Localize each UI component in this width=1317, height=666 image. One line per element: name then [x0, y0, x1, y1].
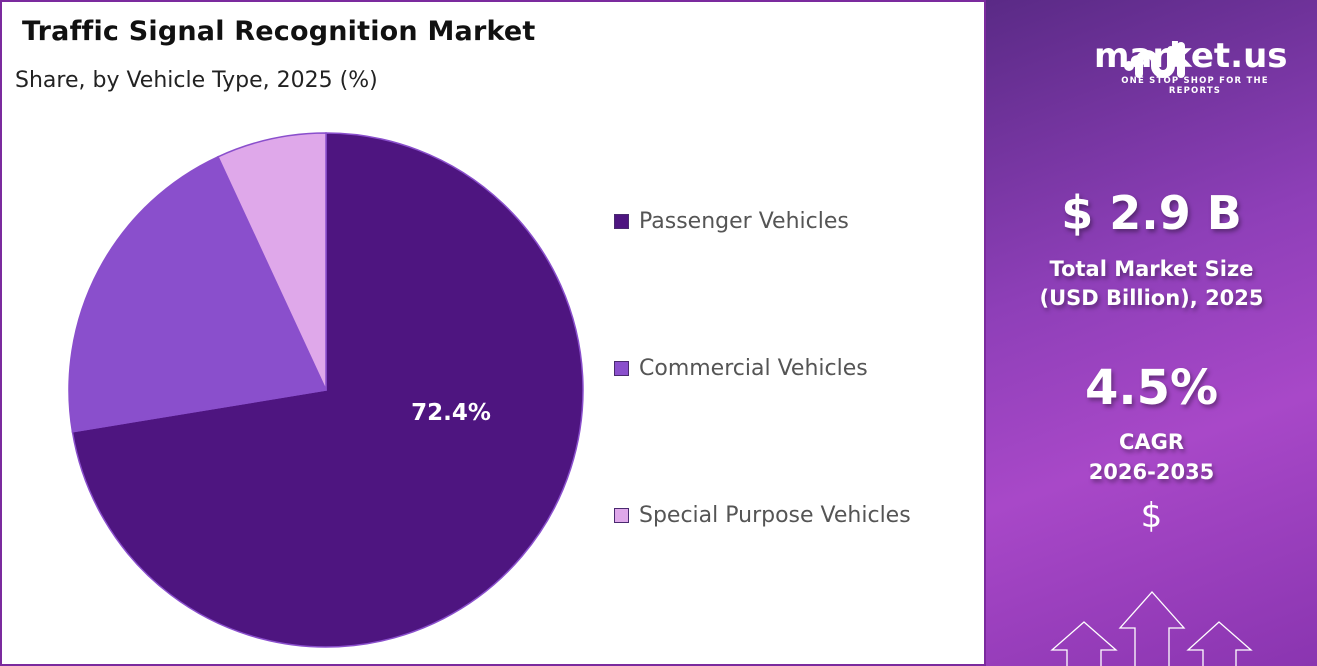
legend-label: Commercial Vehicles: [639, 356, 868, 381]
legend-swatch: [614, 361, 629, 376]
legend-item-special: Special Purpose Vehicles: [614, 503, 911, 528]
summary-panel: market.us ONE STOP SHOP FOR THE REPORTS …: [986, 0, 1317, 666]
legend-swatch: [614, 508, 629, 523]
slice-special-purpose-vehicles: [217, 132, 327, 391]
logo-icon: [1124, 42, 1185, 78]
market-size-label-2: (USD Billion), 2025: [1039, 286, 1264, 310]
legend-label: Passenger Vehicles: [639, 209, 849, 234]
chart-title: Traffic Signal Recognition Market: [22, 16, 536, 47]
legend-label: Special Purpose Vehicles: [639, 503, 911, 528]
chart-panel: Traffic Signal Recognition Market Share,…: [0, 0, 986, 666]
market-size-value: $ 2.9 B: [1061, 186, 1242, 240]
brand-name: market.us: [1094, 36, 1288, 76]
cagr-period: 2026-2035: [1088, 460, 1215, 484]
data-label-passenger: 72.4%: [411, 400, 491, 426]
chart-subtitle: Share, by Vehicle Type, 2025 (%): [15, 68, 378, 93]
brand-tagline: ONE STOP SHOP FOR THE REPORTS: [1121, 76, 1269, 96]
pie-chart: 72.4%: [68, 132, 584, 648]
slice-commercial-vehicles: [68, 155, 328, 433]
market-size-label: Total Market Size: [1049, 257, 1254, 281]
slice-passenger-vehicles: [71, 132, 584, 648]
growth-arrows-icon: [1050, 591, 1253, 666]
cagr-value: 4.5%: [1084, 360, 1219, 416]
legend-item-passenger: Passenger Vehicles: [614, 209, 849, 234]
legend-swatch: [614, 214, 629, 229]
legend-item-commercial: Commercial Vehicles: [614, 356, 868, 381]
dollar-icon: $: [1140, 496, 1163, 536]
cagr-label: CAGR: [1118, 430, 1185, 454]
market-us-logo: market.us ONE STOP SHOP FOR THE REPORTS: [1016, 36, 1296, 96]
